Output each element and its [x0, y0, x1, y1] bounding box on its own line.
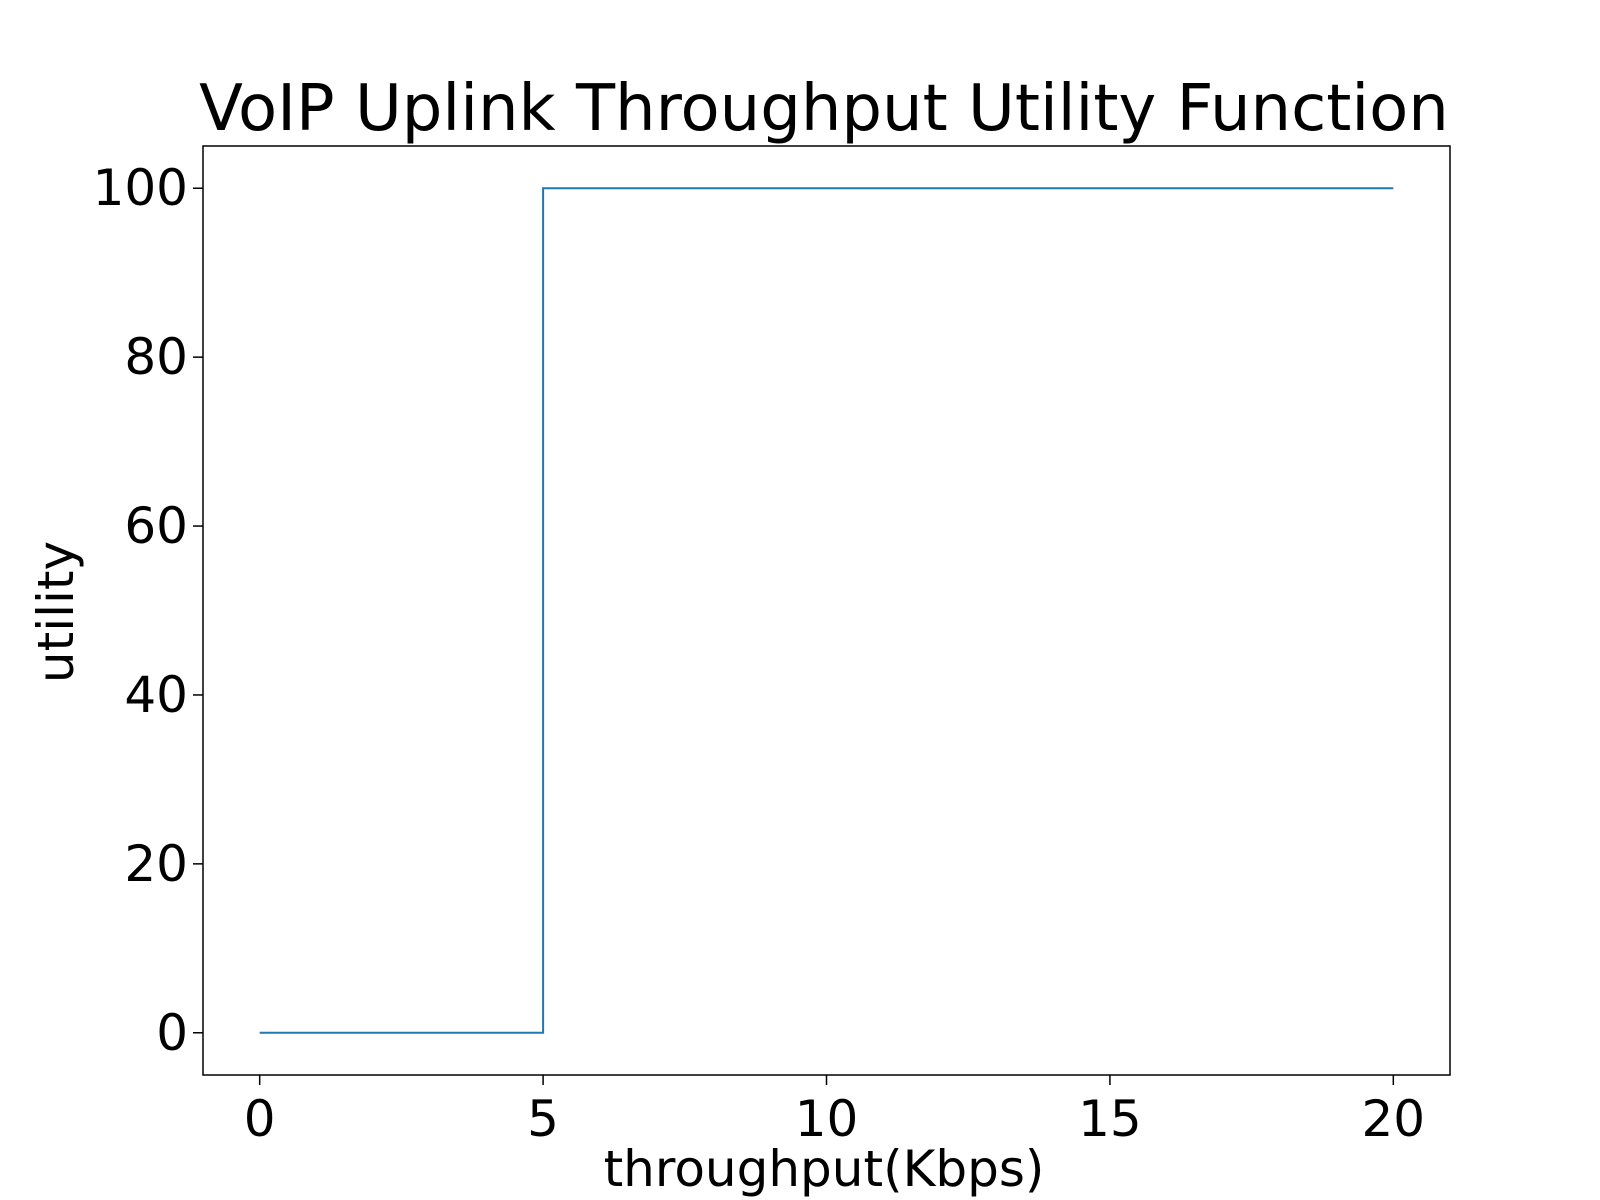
y-tick-label: 40 — [124, 666, 188, 724]
series-layer — [259, 187, 1394, 1034]
x-axis-label: throughput(Kbps) — [604, 1140, 1045, 1198]
y-tick-label: 80 — [124, 328, 188, 386]
x-axis: 0 5 10 15 20 — [244, 1075, 1425, 1148]
x-tick-label: 15 — [1078, 1090, 1142, 1148]
y-tick-label: 60 — [124, 497, 188, 555]
x-tick-label: 20 — [1362, 1090, 1426, 1148]
y-axis-label: utility — [27, 541, 85, 683]
y-tick-label: 20 — [124, 835, 188, 893]
x-tick-label: 0 — [244, 1090, 276, 1148]
x-tick-label: 5 — [527, 1090, 559, 1148]
x-tick-label: 10 — [795, 1090, 859, 1148]
plot-area — [202, 145, 1451, 1076]
series-line — [259, 187, 1394, 1034]
chart-title: VoIP Uplink Throughput Utility Function — [199, 72, 1449, 146]
y-tick-label: 100 — [93, 159, 188, 217]
y-axis: 0 20 40 60 80 100 — [93, 159, 203, 1062]
y-tick-label: 0 — [156, 1004, 188, 1062]
